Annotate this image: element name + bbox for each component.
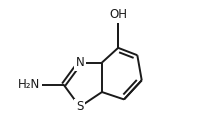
- Text: H₂N: H₂N: [18, 78, 40, 91]
- Text: OH: OH: [109, 8, 127, 21]
- Text: N: N: [75, 56, 84, 69]
- Text: S: S: [76, 100, 84, 113]
